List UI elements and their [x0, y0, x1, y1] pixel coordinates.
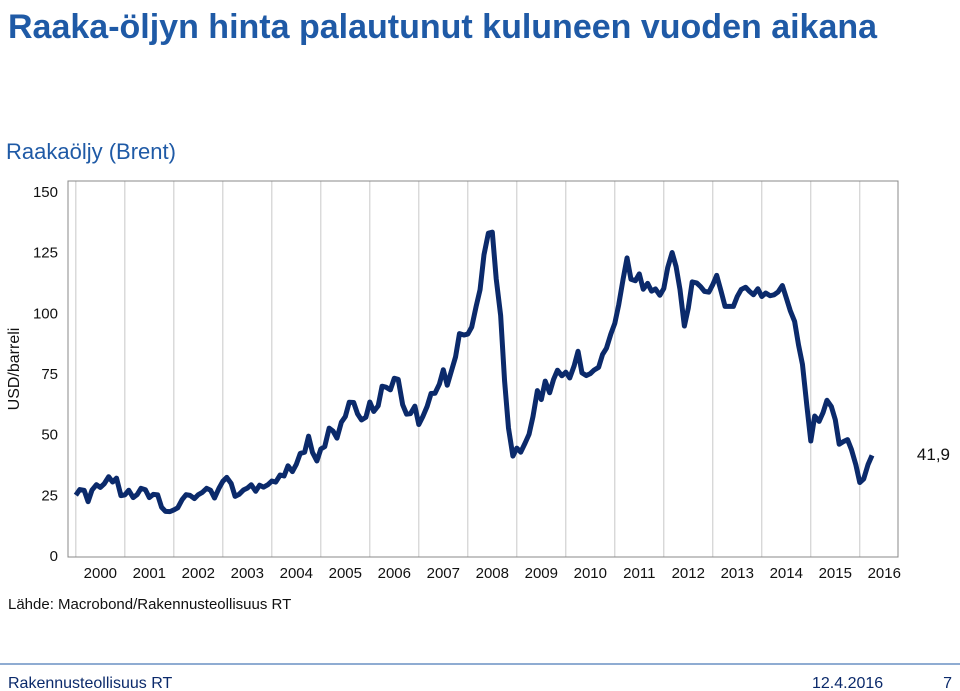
footer-page: 7 — [943, 675, 952, 691]
price-line — [73, 229, 875, 515]
x-tick-label: 2015 — [819, 565, 852, 582]
end-value-label: 41,9 — [917, 445, 950, 464]
y-tick-label: 75 — [41, 366, 58, 383]
y-tick-label: 100 — [33, 305, 58, 322]
x-tick-label: 2014 — [770, 565, 803, 582]
y-tick-label: 150 — [33, 184, 58, 201]
x-tick-label: 2011 — [623, 565, 655, 582]
footer-left: Rakennusteollisuus RT — [8, 675, 172, 691]
source: Lähde: Macrobond/Rakennusteollisuus RT — [8, 596, 291, 613]
x-tick-label: 2005 — [329, 565, 362, 582]
x-tick-label: 2016 — [868, 565, 901, 582]
x-tick-label: 2013 — [721, 565, 754, 582]
x-tick-label: 2006 — [378, 565, 411, 582]
x-tick-label: 2010 — [574, 565, 607, 582]
chart-title: Raakaöljy (Brent) — [6, 139, 176, 164]
slide-title: Raaka-öljyn hinta palautunut kuluneen vu… — [8, 8, 878, 46]
x-tick-label: 2000 — [84, 565, 117, 582]
x-tick-label: 2009 — [525, 565, 558, 582]
y-axis-label: USD/barreli — [6, 328, 23, 411]
x-tick-label: 2007 — [427, 565, 460, 582]
y-tick-label: 25 — [41, 487, 58, 504]
y-tick-label: 0 — [50, 548, 58, 565]
x-tick-label: 2008 — [476, 565, 509, 582]
x-tick-label: 2001 — [133, 565, 166, 582]
footer-date: 12.4.2016 — [812, 675, 883, 691]
y-tick-label: 50 — [41, 427, 58, 444]
x-tick-label: 2004 — [280, 565, 313, 582]
x-tick-label: 2003 — [231, 565, 264, 582]
plot-frame — [67, 180, 899, 558]
y-tick-label: 125 — [33, 245, 58, 262]
x-tick-label: 2012 — [672, 565, 705, 582]
x-tick-label: 2002 — [182, 565, 215, 582]
